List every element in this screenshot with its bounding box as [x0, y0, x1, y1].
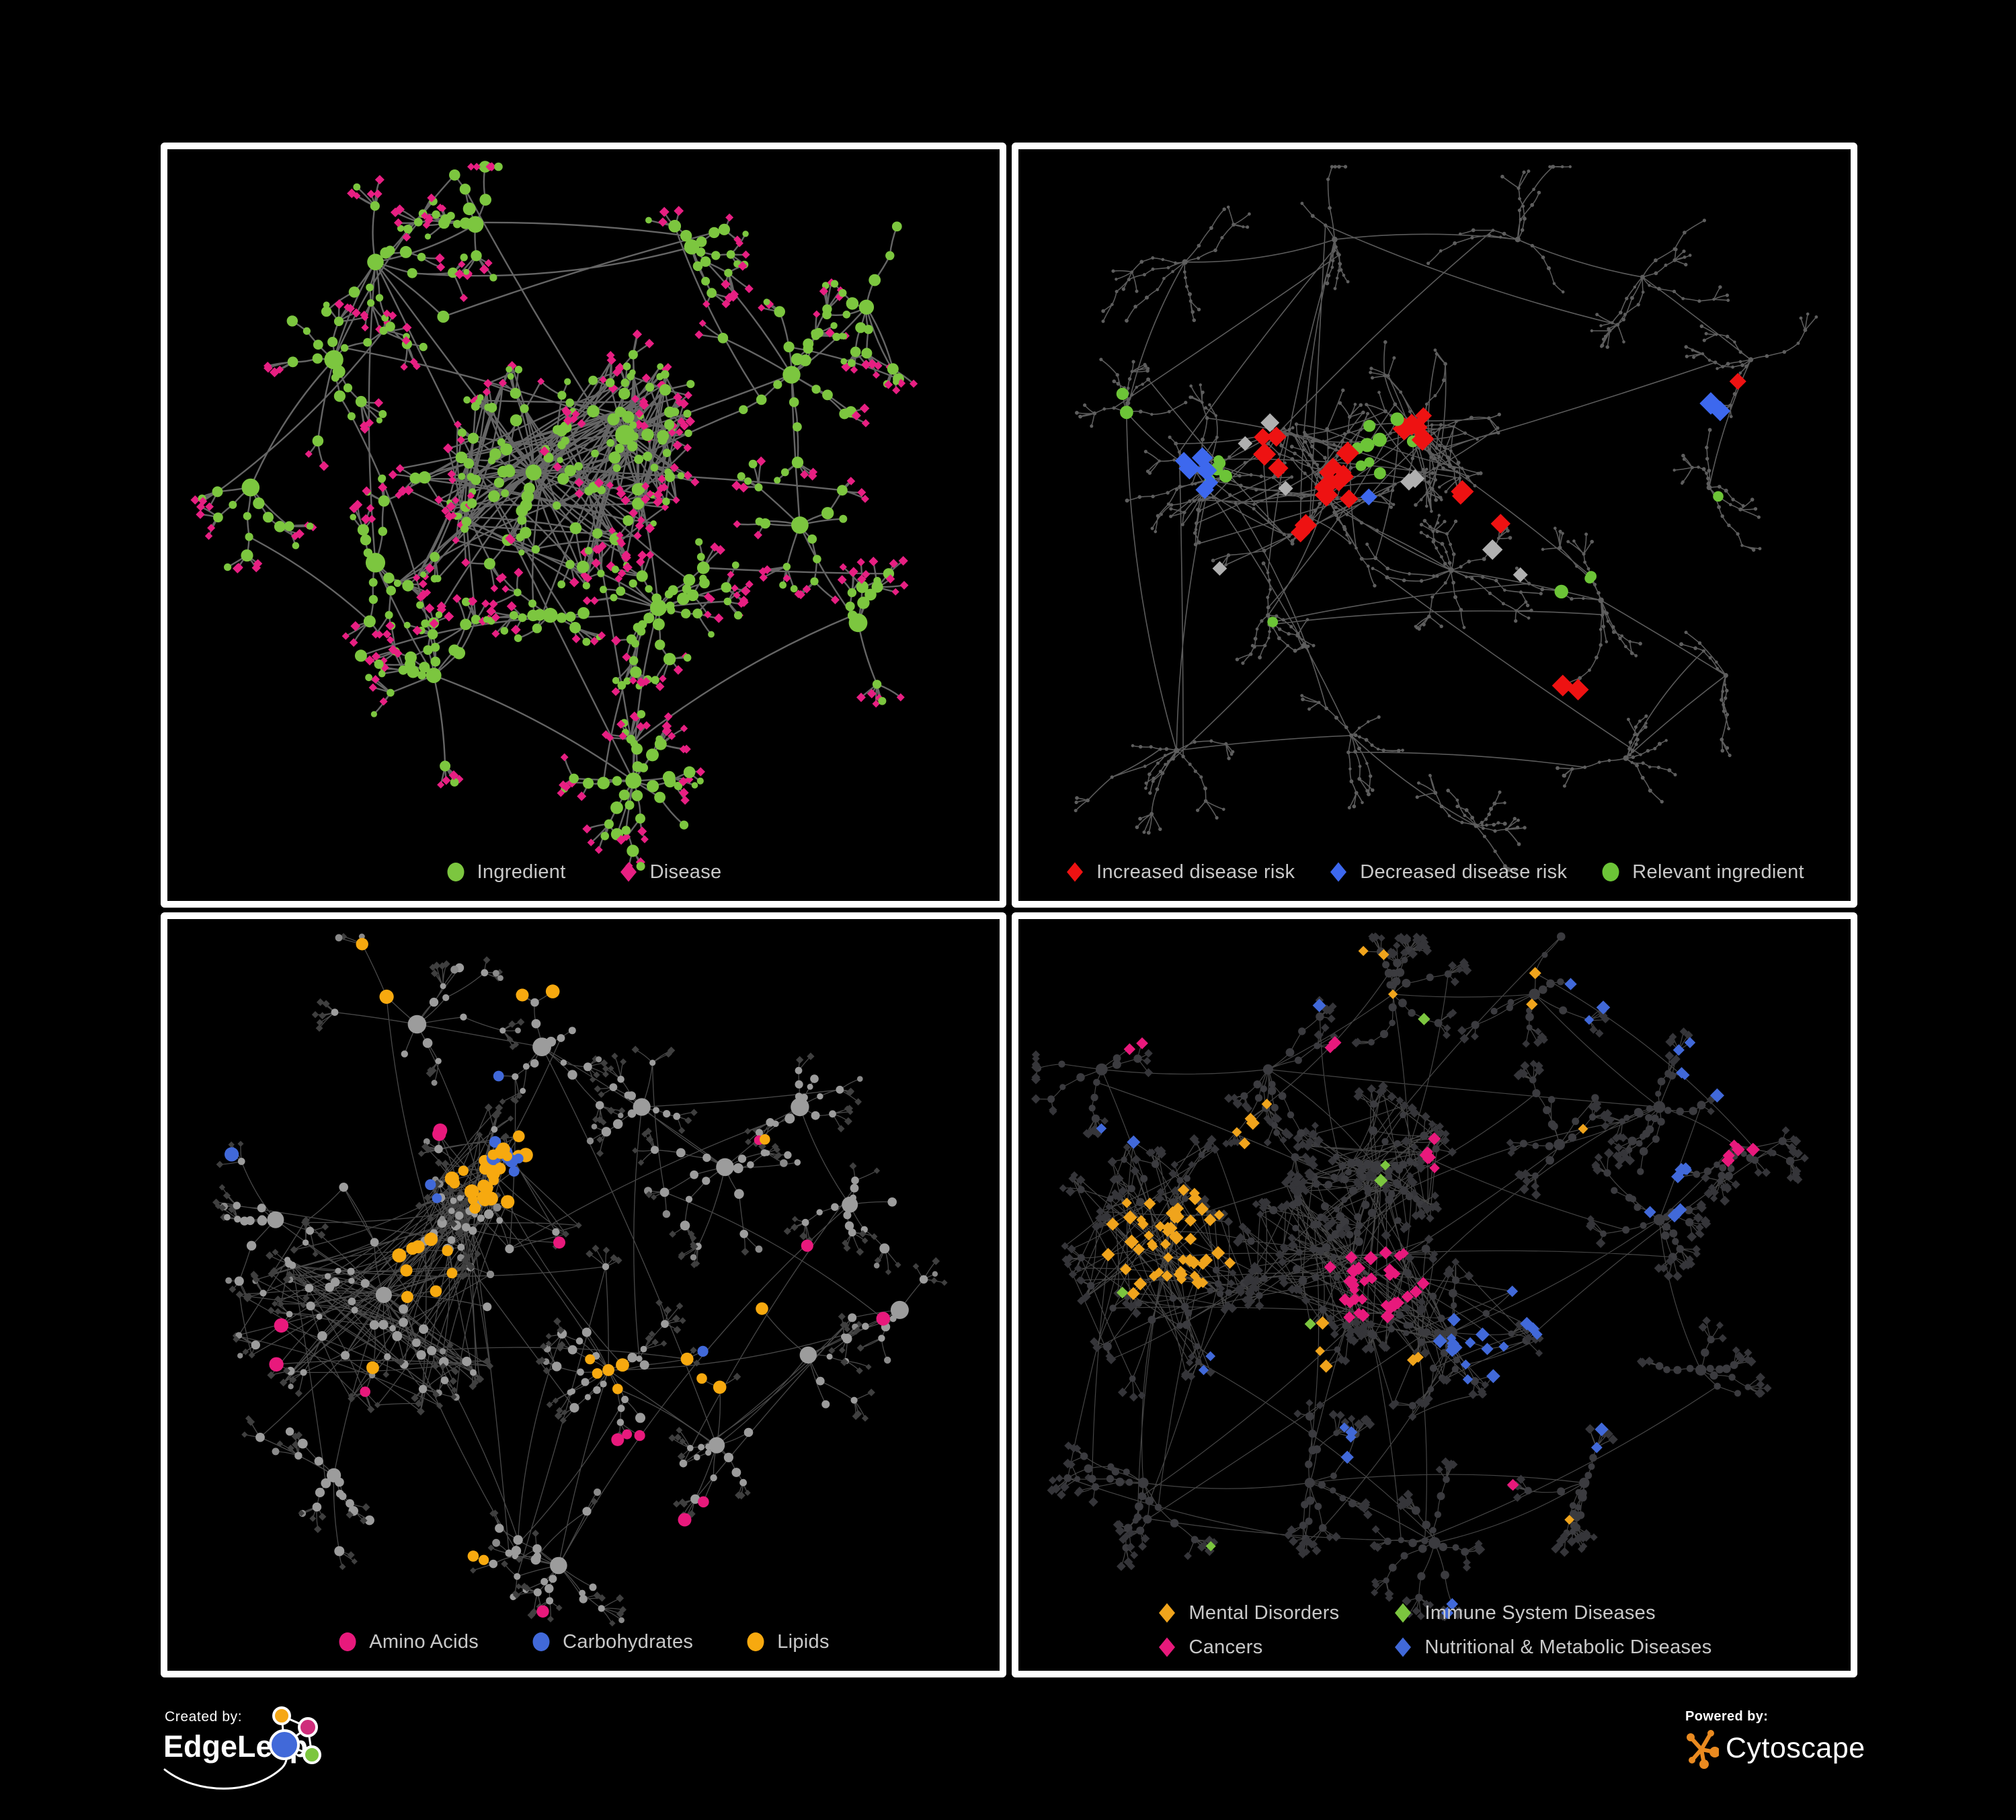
network-graph-disease-classes: [1031, 932, 1809, 1622]
legend-label: Amino Acids: [369, 1630, 479, 1653]
edgeleap-node-orange: [272, 1706, 291, 1725]
legend-marker-diamond-icon: [1395, 1637, 1412, 1657]
legend-marker-circle-icon: [447, 863, 465, 881]
legend-marker-circle-icon: [1602, 863, 1619, 881]
edgeleap-lockup: Created by: EdgeLeap: [163, 1704, 459, 1819]
network-graph-nutrient-classes: [212, 933, 948, 1627]
legend-label: Disease: [649, 861, 722, 883]
legend-item-immune-system-diseases: Immune System Diseases: [1393, 1601, 1656, 1624]
cytoscape-wordmark: Cytoscape: [1726, 1731, 1865, 1764]
edgeleap-swoosh: [163, 1747, 288, 1790]
edgeleap-node-blue: [269, 1729, 300, 1760]
legend-item-disease: Disease: [618, 861, 722, 883]
legend-label: Relevant ingredient: [1632, 861, 1804, 883]
legend-item-carbohydrates: Carbohydrates: [531, 1630, 693, 1653]
legend-item-amino-acids: Amino Acids: [337, 1630, 479, 1653]
legend-item-lipids: Lipids: [745, 1630, 830, 1653]
legend-label: Lipids: [777, 1630, 830, 1653]
legend-marker-diamond-icon: [1330, 862, 1347, 882]
legend-marker-diamond-icon: [1159, 1603, 1176, 1623]
panel-nutrient-classes: Amino Acids Carbohydrates Lipids: [161, 912, 1006, 1677]
legend-item-cancers: Cancers: [1157, 1636, 1262, 1659]
cytoscape-icon: [1687, 1730, 1719, 1769]
network-graph-disease-risk: [1074, 165, 1818, 872]
legend: Amino Acids Carbohydrates Lipids: [167, 1630, 1000, 1653]
powered-by-label: Powered by:: [1685, 1709, 1769, 1724]
legend-marker-circle-icon: [532, 1632, 550, 1651]
panel-disease-classes: Mental Disorders Immune System Diseases Ca…: [1012, 912, 1857, 1677]
legend: Ingredient Disease: [167, 861, 1000, 883]
legend-marker-circle-icon: [339, 1632, 356, 1651]
legend-item-mental-disorders: Mental Disorders: [1157, 1601, 1339, 1624]
legend-label: Cancers: [1188, 1636, 1263, 1658]
legend-marker-diamond-icon: [1159, 1637, 1176, 1657]
legend-label: Decreased disease risk: [1360, 861, 1568, 883]
cytoscape-lockup: Powered by: Cytosc: [1684, 1709, 1879, 1790]
legend-label: Carbohydrates: [563, 1630, 694, 1653]
legend: Mental Disorders Immune System Diseases Ca…: [1018, 1601, 1851, 1659]
edgeleap-logo-icon: [163, 1706, 321, 1790]
legend-item-nutritional-metabolic-diseases: Nutritional & Metabolic Diseases: [1393, 1636, 1711, 1659]
legend-label: Ingredient: [477, 861, 566, 883]
created-by-label: Created by:: [165, 1709, 243, 1725]
legend-item-increased-disease-risk: Increased disease risk: [1065, 861, 1295, 883]
network-graph-ingredient-disease: [190, 161, 918, 871]
legend-marker-diamond-icon: [1395, 1603, 1412, 1623]
legend-marker-diamond-icon: [620, 862, 637, 882]
panel-disease-risk: Increased disease risk Decreased disease …: [1012, 143, 1857, 908]
legend-label: Nutritional & Metabolic Diseases: [1424, 1636, 1712, 1658]
legend-label: Increased disease risk: [1096, 861, 1295, 883]
legend-label: Mental Disorders: [1188, 1601, 1340, 1624]
legend: Increased disease risk Decreased disease …: [1018, 861, 1851, 883]
edgeleap-node-green: [303, 1745, 321, 1764]
legend-item-relevant-ingredient: Relevant ingredient: [1601, 861, 1804, 883]
legend-item-ingredient: Ingredient: [446, 861, 566, 883]
legend-label: Immune System Diseases: [1424, 1601, 1656, 1624]
legend-marker-diamond-icon: [1067, 862, 1084, 882]
panel-ingredient-disease: Ingredient Disease: [161, 143, 1006, 908]
legend-marker-circle-icon: [747, 1632, 764, 1651]
edgeleap-node-pink: [298, 1717, 318, 1737]
legend-item-decreased-disease-risk: Decreased disease risk: [1328, 861, 1567, 883]
